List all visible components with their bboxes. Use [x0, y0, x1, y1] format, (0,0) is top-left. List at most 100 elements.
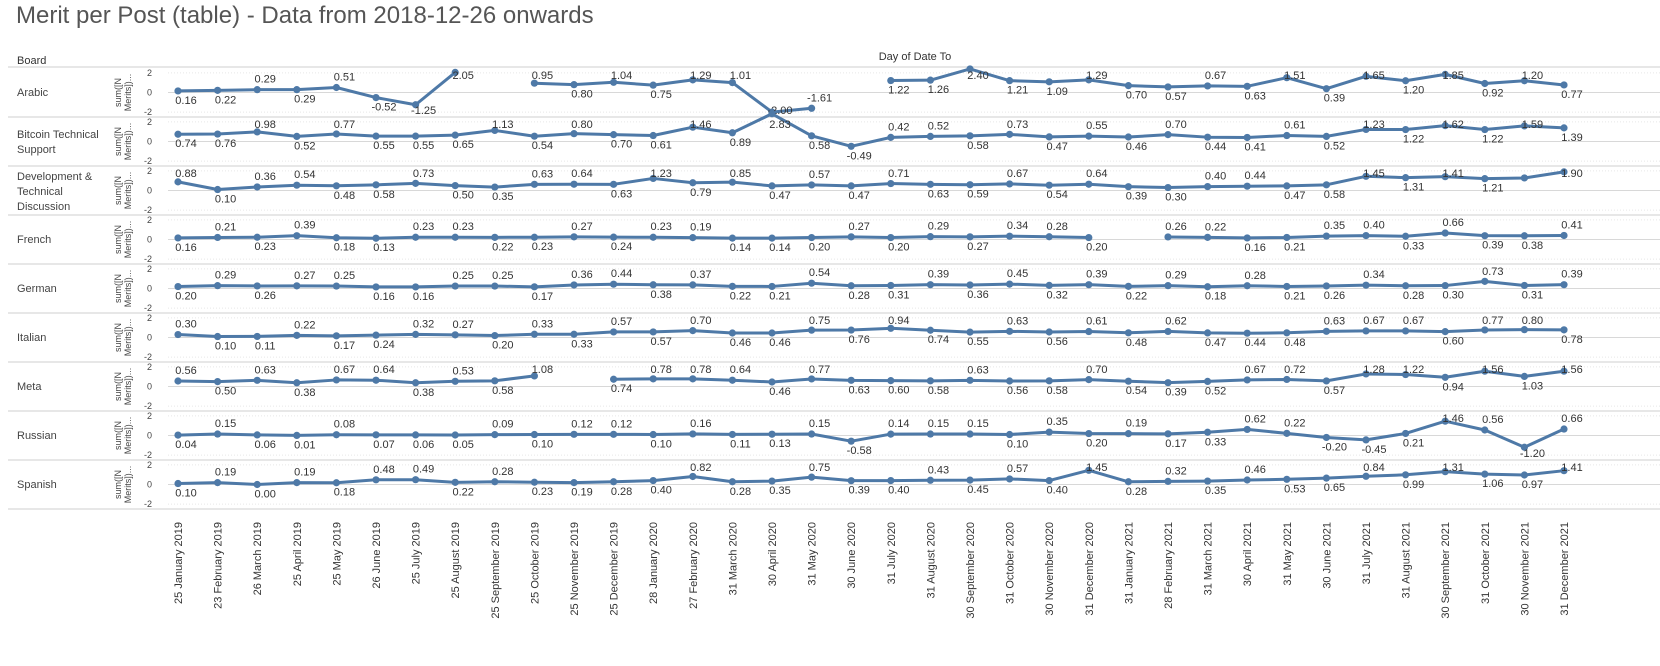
data-point [1124, 478, 1132, 486]
data-label: 1.41 [1561, 462, 1582, 474]
y-tick-label: 0 [147, 333, 152, 343]
series-line [177, 419, 1565, 449]
y-tick-label: -2 [144, 352, 152, 362]
data-label: 0.33 [1205, 436, 1226, 448]
data-point [570, 330, 578, 338]
data-point [649, 375, 657, 383]
data-point [649, 430, 657, 439]
data-label: 0.39 [1165, 387, 1186, 399]
data-point [808, 279, 816, 287]
data-label: 0.11 [255, 340, 276, 352]
data-point [1124, 183, 1132, 191]
board-label: Meta [17, 381, 42, 393]
data-label: 0.07 [373, 439, 394, 451]
data-label: 0.25 [452, 270, 473, 282]
x-tick-label: 25 April 2019 [292, 522, 304, 586]
data-label: 0.16 [175, 95, 196, 107]
data-point [1441, 373, 1449, 381]
data-point [1560, 467, 1568, 475]
y-axis-title: Merits])... [123, 368, 133, 406]
data-label: 0.21 [1403, 437, 1424, 449]
data-point [1362, 436, 1370, 444]
data-point [214, 185, 222, 194]
data-point [1204, 133, 1212, 141]
data-point [1164, 83, 1172, 91]
data-label: 0.64 [571, 168, 592, 180]
data-label: 0.27 [848, 221, 869, 233]
data-point [926, 430, 935, 438]
data-point [372, 234, 380, 242]
data-label: 1.21 [1482, 183, 1503, 195]
data-label: 0.46 [730, 337, 751, 349]
data-point [689, 123, 697, 131]
data-label: 1.41 [1442, 168, 1463, 180]
data-point [174, 479, 182, 488]
data-label: 0.67 [334, 364, 355, 376]
data-point [926, 180, 935, 188]
data-point [1560, 326, 1568, 334]
data-label: 0.65 [1324, 482, 1345, 494]
data-point [689, 179, 697, 187]
data-label: -1.20 [1520, 448, 1545, 460]
y-tick-label: 2 [147, 411, 152, 421]
data-point [372, 431, 380, 439]
data-label: 0.76 [215, 138, 236, 150]
data-point [332, 182, 340, 190]
data-point [689, 430, 697, 438]
data-label: 0.75 [650, 89, 671, 101]
data-label: 0.36 [254, 171, 275, 183]
data-point [1283, 182, 1291, 190]
data-label: 0.30 [1165, 192, 1186, 204]
data-point [610, 430, 618, 438]
data-point [293, 232, 301, 240]
data-point [412, 379, 420, 387]
data-label: 0.40 [888, 485, 909, 497]
data-point [570, 281, 578, 289]
data-point [174, 178, 182, 186]
data-label: 0.10 [650, 439, 671, 451]
data-label: 0.37 [690, 269, 711, 281]
data-label: 1.90 [1561, 168, 1582, 180]
data-label: 0.98 [254, 119, 275, 131]
data-point [372, 93, 380, 102]
data-label: 0.63 [1007, 315, 1028, 327]
data-point [1560, 81, 1568, 89]
data-point [491, 282, 499, 290]
data-label: 0.58 [809, 140, 830, 152]
data-point [1204, 477, 1212, 485]
data-point [1481, 470, 1489, 478]
x-tick-label: 25 December 2019 [609, 522, 621, 616]
data-point [1164, 131, 1172, 139]
board-label: Italian [17, 332, 46, 344]
data-label: 0.18 [334, 242, 355, 254]
data-point [1164, 430, 1172, 438]
data-point [1402, 370, 1410, 379]
data-label: 0.10 [215, 194, 236, 206]
data-label: 0.26 [254, 290, 275, 302]
data-label: 0.23 [452, 221, 473, 233]
data-point [1481, 277, 1489, 285]
data-label: 0.65 [452, 139, 473, 151]
data-point [1283, 329, 1291, 337]
data-label: 0.47 [1284, 190, 1305, 202]
data-point [610, 78, 618, 86]
data-point [1045, 377, 1053, 385]
data-label: 0.77 [1561, 89, 1582, 101]
data-label: 1.03 [1522, 380, 1543, 392]
data-point [1362, 172, 1370, 180]
data-label: 0.44 [1244, 337, 1265, 349]
data-label: 0.21 [769, 290, 790, 302]
y-axis-title: sum([N [113, 372, 123, 401]
data-label: 2.05 [452, 70, 473, 82]
x-tick-label: 26 June 2019 [371, 522, 383, 589]
data-label: 0.35 [492, 191, 513, 203]
data-label: 0.55 [413, 140, 434, 152]
page-title: Merit per Post (table) - Data from 2018-… [16, 2, 594, 29]
data-point [1045, 281, 1053, 289]
data-label: 0.32 [1165, 465, 1186, 477]
data-point [808, 132, 816, 140]
data-point [174, 431, 182, 439]
data-point [530, 180, 539, 188]
data-label: 0.63 [928, 188, 949, 200]
